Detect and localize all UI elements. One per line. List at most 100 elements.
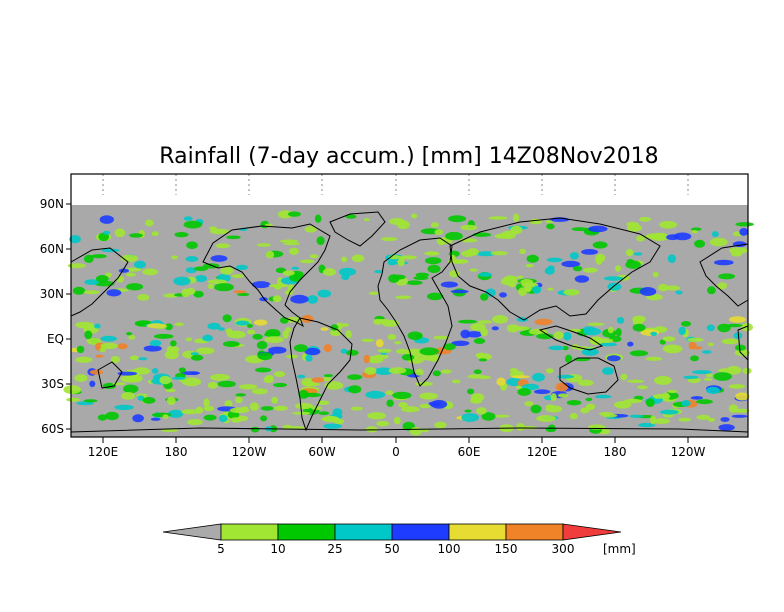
rain-cell — [589, 336, 603, 346]
rain-cell — [67, 263, 86, 269]
rain-cell — [100, 335, 117, 342]
rain-cell — [627, 379, 645, 383]
rain-cell — [572, 265, 583, 272]
rain-cell — [451, 340, 470, 346]
rain-cell — [434, 421, 447, 429]
rain-cell — [233, 290, 247, 294]
colorbar-label: 100 — [438, 542, 461, 556]
rain-cell — [592, 241, 608, 249]
rain-cell — [99, 215, 114, 224]
rain-cell — [510, 225, 523, 235]
rain-cell — [563, 289, 580, 296]
rain-cell — [363, 218, 370, 222]
rain-cell — [488, 216, 508, 220]
rain-cell — [196, 347, 215, 355]
rain-cell — [536, 333, 554, 340]
rain-cell — [304, 347, 321, 356]
rain-cell — [74, 374, 88, 382]
continent-south-america — [289, 317, 353, 432]
rain-cell — [521, 282, 539, 288]
rain-cell — [406, 280, 423, 286]
rain-cell — [652, 271, 659, 278]
rain-cell — [707, 417, 716, 422]
rain-cell — [171, 376, 188, 380]
rain-cell — [432, 370, 441, 377]
rain-cell — [230, 417, 242, 423]
rain-cell — [639, 287, 657, 296]
rain-cell — [688, 342, 697, 349]
rain-cell — [171, 255, 179, 260]
rain-cell — [220, 266, 234, 275]
rain-cell — [94, 280, 115, 287]
rain-cell — [518, 287, 527, 296]
rain-cell — [395, 295, 412, 300]
rain-cell — [445, 231, 463, 241]
rain-cell — [203, 414, 217, 421]
lon-label: 120W — [232, 445, 267, 459]
rain-cell — [653, 418, 671, 424]
colorbar-label: 5 — [217, 542, 225, 556]
rain-cell — [494, 414, 510, 418]
rain-cell — [662, 336, 676, 342]
rain-cell — [629, 414, 644, 418]
rain-cell — [687, 377, 701, 384]
rain-cell — [550, 393, 557, 402]
rain-cell — [126, 283, 144, 291]
rain-cell — [396, 348, 409, 355]
rain-cell — [466, 331, 482, 338]
rain-cell — [277, 210, 293, 219]
rain-cell — [387, 259, 397, 266]
rain-cell — [89, 380, 96, 387]
rain-cell — [742, 367, 752, 375]
rain-cell — [691, 230, 698, 234]
rain-cell — [473, 338, 486, 344]
rain-cell — [407, 331, 423, 341]
rain-cell — [569, 252, 579, 260]
colorbar-bin — [391, 523, 450, 541]
rain-cell — [547, 287, 554, 291]
lon-label: 60E — [458, 445, 481, 459]
rain-cell — [702, 350, 712, 354]
rain-cell — [430, 222, 439, 228]
rain-cell — [95, 275, 109, 283]
rain-cell — [620, 373, 628, 381]
rain-cell — [166, 346, 174, 353]
rain-cell — [173, 276, 191, 286]
rain-cell — [386, 399, 394, 407]
rain-cell — [654, 375, 672, 385]
rain-cell — [616, 317, 625, 324]
rain-cell — [279, 239, 299, 243]
rain-cell — [376, 420, 390, 427]
rain-cell — [83, 254, 94, 263]
rain-cell — [585, 397, 593, 402]
rain-cell — [273, 405, 289, 411]
continent-maritime-se-asia — [538, 325, 604, 351]
rain-cell — [291, 266, 300, 270]
rain-cell — [316, 400, 330, 406]
rain-cell — [394, 341, 402, 345]
lon-label: 60W — [308, 445, 335, 459]
rain-cell — [626, 259, 634, 264]
rain-cell — [713, 372, 732, 381]
rain-cell — [433, 335, 449, 340]
rain-cell — [419, 347, 439, 356]
rain-cell — [282, 330, 289, 339]
rain-cell — [340, 323, 350, 327]
rain-cell — [374, 354, 389, 360]
rain-cell — [650, 415, 657, 425]
rain-cell — [387, 334, 397, 340]
rain-cell — [514, 326, 531, 331]
rain-cell — [314, 214, 322, 223]
rain-cell — [203, 398, 210, 408]
rain-cell — [214, 283, 234, 292]
rain-cell — [637, 385, 648, 390]
rain-cell — [740, 323, 753, 332]
rain-cell — [392, 274, 406, 280]
colorbar-label: 50 — [384, 542, 399, 556]
rain-cell — [517, 388, 532, 396]
rain-cell — [361, 338, 375, 342]
rain-cell — [288, 247, 299, 255]
rain-cell — [304, 226, 317, 233]
rain-cell — [321, 417, 340, 422]
rain-cell — [125, 272, 137, 277]
